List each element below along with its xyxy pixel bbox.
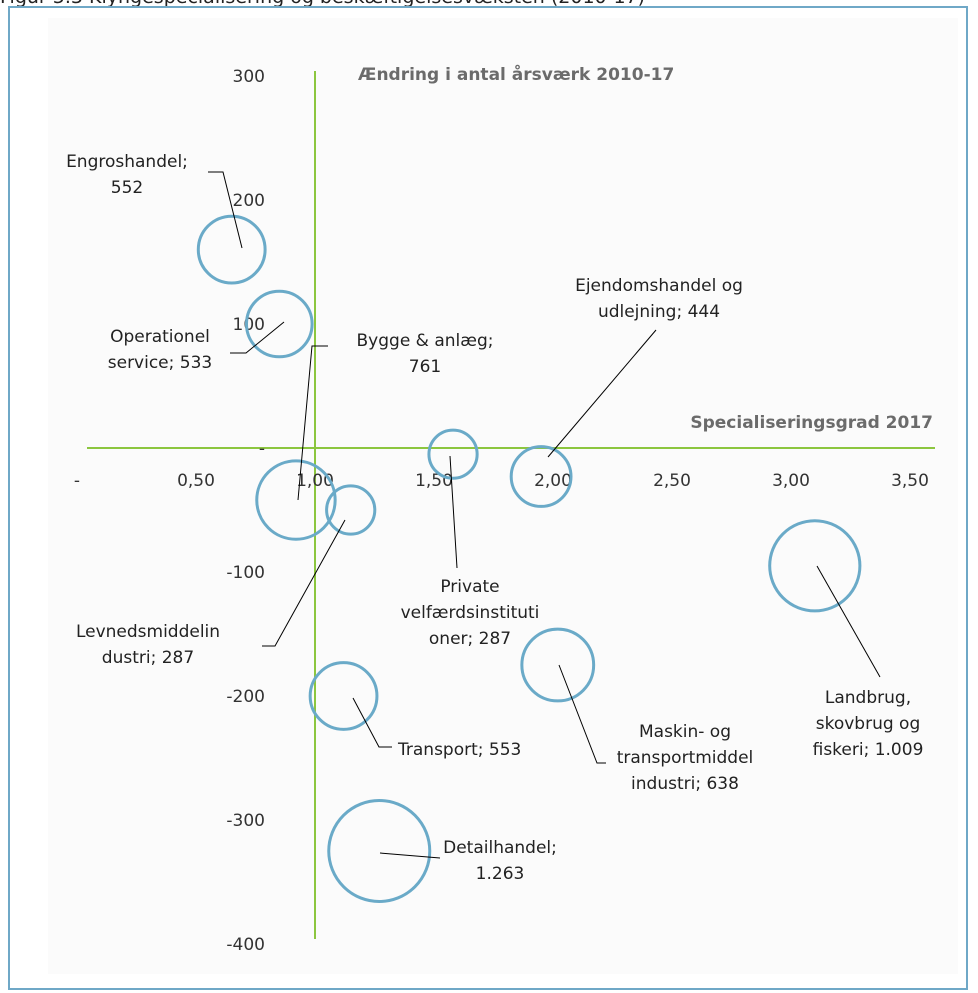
- y-tick-label: -100: [226, 563, 265, 583]
- y-tick-label: 100: [233, 315, 265, 335]
- x-tick-label: 2,00: [534, 471, 572, 491]
- y-tick-label: -400: [226, 935, 265, 955]
- x-tick-label: 1,00: [296, 471, 334, 491]
- x-tick-label: 1,50: [415, 471, 453, 491]
- leader-line: [379, 852, 441, 859]
- leader-line: [208, 171, 243, 249]
- figure-caption: Figur 5.3 Klyngespecialisering og beskæf…: [0, 0, 645, 8]
- bubble-label: Landbrug, skovbrug og fiskeri; 1.009: [813, 688, 924, 760]
- x-axis-title: Specialiseringsgrad 2017: [690, 413, 933, 433]
- y-tick-label: 300: [233, 67, 265, 87]
- bubble: [768, 519, 862, 613]
- y-axis-title: Ændring i antal årsværk 2010-17: [358, 63, 674, 85]
- leader-line: [558, 664, 606, 764]
- bubble-label: Bygge & anlæg; 761: [357, 331, 494, 377]
- leader-line: [449, 455, 458, 569]
- leader-line: [352, 697, 392, 748]
- x-tick-label: -: [74, 471, 80, 491]
- y-tick-label: -300: [226, 811, 265, 831]
- bubble: [327, 799, 432, 903]
- bubble: [520, 627, 596, 703]
- bubble-label: Engroshandel; 552: [66, 152, 188, 198]
- x-tick-label: 2,50: [653, 471, 691, 491]
- y-tick-label: -: [259, 439, 265, 459]
- leader-line: [547, 329, 657, 458]
- leader-line: [262, 519, 346, 647]
- y-tick-label: 200: [233, 191, 265, 211]
- bubble-label: Operationel service; 533: [108, 327, 212, 373]
- bubble-label: Levnedsmiddelin dustri; 287: [76, 622, 220, 668]
- x-tick-label: 3,50: [891, 471, 929, 491]
- bubble: [427, 428, 479, 480]
- leader-line: [816, 565, 881, 678]
- bubble-label: Maskin- og transportmiddel industri; 638: [617, 722, 754, 794]
- x-tick-label: 3,00: [772, 471, 810, 491]
- bubble: [308, 661, 379, 731]
- leader-line: [230, 321, 285, 354]
- x-tick-label: 0,50: [177, 471, 215, 491]
- bubble: [196, 214, 267, 285]
- bubble: [255, 459, 337, 541]
- bubble-label: Transport; 553: [397, 740, 521, 760]
- bubble: [244, 289, 314, 359]
- bubble: [509, 445, 573, 508]
- plot-area: [48, 18, 958, 974]
- y-tick-label: -200: [226, 687, 265, 707]
- bubble: [325, 484, 377, 536]
- bubble-label: Private velfærdsinstituti oner; 287: [401, 577, 540, 649]
- bubble-label: Detailhandel; 1.263: [443, 838, 557, 884]
- bubble-label: Ejendomshandel og udlejning; 444: [575, 276, 743, 322]
- leader-line: [297, 345, 328, 501]
